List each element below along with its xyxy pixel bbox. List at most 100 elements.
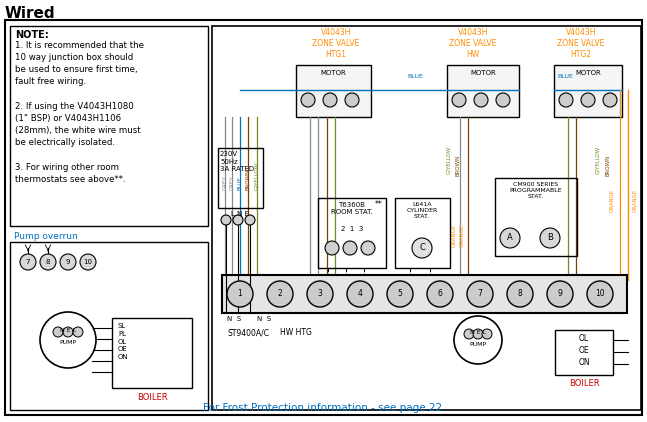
Text: MOTOR: MOTOR (320, 70, 346, 76)
Text: ST9400A/C: ST9400A/C (228, 328, 270, 337)
Circle shape (507, 281, 533, 307)
Text: 10: 10 (595, 289, 605, 298)
Circle shape (245, 215, 255, 225)
Text: ORANGE: ORANGE (609, 188, 615, 211)
Text: PUMP: PUMP (60, 340, 76, 344)
Circle shape (301, 93, 315, 107)
Circle shape (464, 329, 474, 339)
Text: 4: 4 (358, 289, 362, 298)
Text: BROWN: BROWN (455, 154, 461, 176)
Circle shape (345, 93, 359, 107)
Circle shape (427, 281, 453, 307)
Text: BLUE: BLUE (237, 176, 243, 190)
Bar (395, 198, 450, 268)
Bar (296, 65, 371, 117)
Circle shape (233, 215, 243, 225)
Text: 1. It is recommended that the
10 way junction box should
be used to ensure first: 1. It is recommended that the 10 way jun… (15, 41, 144, 184)
Text: 230V
50Hz
3A RATED: 230V 50Hz 3A RATED (220, 151, 254, 172)
Bar (10, 26, 208, 226)
Text: SL
PL
OL
OE
ON: SL PL OL OE ON (118, 323, 129, 360)
Text: V4043H
ZONE VALVE
HTG2: V4043H ZONE VALVE HTG2 (557, 28, 605, 59)
Text: NOTE:: NOTE: (15, 30, 49, 40)
Circle shape (482, 329, 492, 339)
Circle shape (467, 281, 493, 307)
Text: C: C (419, 243, 425, 252)
Text: N E L: N E L (470, 330, 486, 335)
Circle shape (221, 215, 231, 225)
Circle shape (267, 281, 293, 307)
Text: A: A (507, 233, 513, 243)
Text: T6360B
ROOM STAT.: T6360B ROOM STAT. (331, 202, 373, 216)
Text: MOTOR: MOTOR (575, 70, 601, 76)
Text: 7: 7 (477, 289, 483, 298)
Text: **: ** (374, 200, 382, 209)
Circle shape (473, 329, 483, 339)
Circle shape (343, 241, 357, 255)
Bar (554, 65, 622, 117)
Circle shape (547, 281, 573, 307)
Circle shape (40, 254, 56, 270)
Circle shape (60, 254, 76, 270)
Circle shape (80, 254, 96, 270)
Text: ORANGE: ORANGE (633, 188, 637, 211)
Circle shape (227, 281, 253, 307)
Text: MOTOR: MOTOR (470, 70, 496, 76)
Text: G/YELLOW: G/YELLOW (595, 146, 600, 174)
Circle shape (412, 238, 432, 258)
Text: BROWN: BROWN (606, 154, 611, 176)
Text: 5: 5 (397, 289, 402, 298)
Text: Wired: Wired (5, 6, 56, 22)
Text: L N E: L N E (231, 211, 249, 217)
Bar (10, 242, 208, 410)
Text: G/YELLOW: G/YELLOW (446, 146, 452, 174)
Circle shape (53, 327, 63, 337)
Circle shape (559, 93, 573, 107)
Circle shape (40, 312, 96, 368)
Circle shape (387, 281, 413, 307)
Circle shape (361, 241, 375, 255)
Text: 3: 3 (318, 289, 322, 298)
Text: 9: 9 (66, 259, 71, 265)
Bar (218, 148, 263, 208)
Circle shape (323, 93, 337, 107)
Text: 6: 6 (437, 289, 443, 298)
Bar (112, 318, 192, 388)
Text: OL
OE
ON: OL OE ON (578, 334, 590, 367)
Circle shape (307, 281, 333, 307)
Bar (495, 178, 577, 256)
Circle shape (20, 254, 36, 270)
Text: 1: 1 (237, 289, 243, 298)
Text: N  S: N S (227, 316, 241, 322)
Text: B: B (547, 233, 553, 243)
Text: V4043H
ZONE VALVE
HTG1: V4043H ZONE VALVE HTG1 (313, 28, 360, 59)
Text: V4043H
ZONE VALVE
HW: V4043H ZONE VALVE HW (449, 28, 497, 59)
Text: 2  1  3: 2 1 3 (341, 226, 363, 232)
Text: G/YELLOW: G/YELLOW (254, 162, 259, 190)
Text: 2: 2 (278, 289, 282, 298)
Text: GREY: GREY (230, 176, 234, 190)
Bar (222, 275, 627, 313)
Text: BOILER: BOILER (137, 393, 168, 402)
Text: PUMP: PUMP (470, 341, 487, 346)
Text: 7: 7 (26, 259, 30, 265)
Circle shape (540, 228, 560, 248)
Circle shape (500, 228, 520, 248)
Circle shape (581, 93, 595, 107)
Bar (447, 65, 519, 117)
Circle shape (454, 316, 502, 364)
Text: N  S: N S (257, 316, 271, 322)
Bar (555, 330, 613, 375)
Text: BROWN: BROWN (245, 169, 250, 190)
Circle shape (496, 93, 510, 107)
Circle shape (474, 93, 488, 107)
Bar (318, 198, 386, 268)
Text: CM900 SERIES
PROGRAMMABLE
STAT.: CM900 SERIES PROGRAMMABLE STAT. (510, 182, 562, 200)
Bar (212, 26, 641, 410)
Text: N E L: N E L (60, 327, 76, 333)
Circle shape (587, 281, 613, 307)
Text: GREY: GREY (223, 176, 228, 190)
Circle shape (603, 93, 617, 107)
Circle shape (347, 281, 373, 307)
Text: 9: 9 (558, 289, 562, 298)
Circle shape (325, 241, 339, 255)
